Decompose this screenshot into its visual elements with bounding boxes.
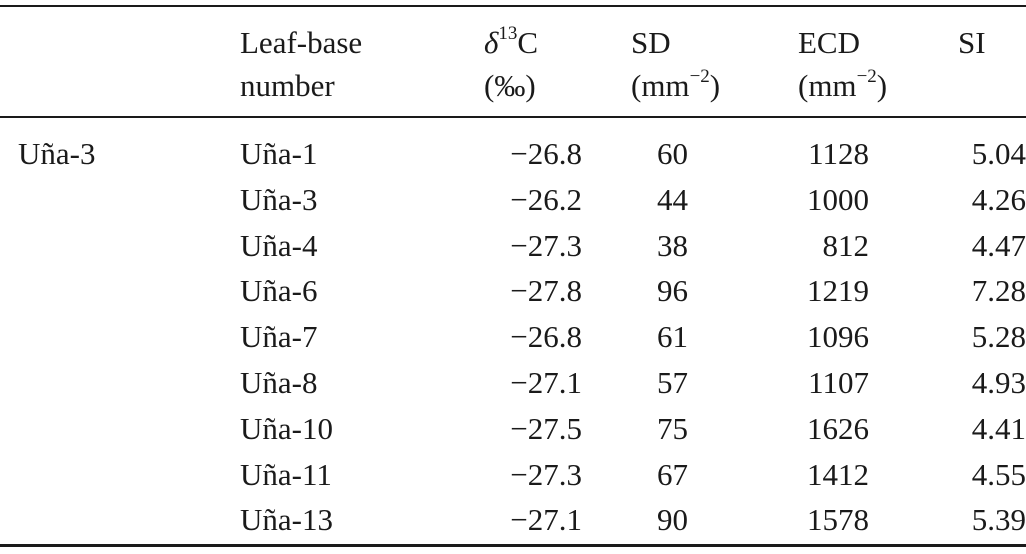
- bottom-rule: [0, 544, 1026, 547]
- si-cell: 4.26: [971, 182, 1026, 217]
- header-si: SI: [958, 25, 986, 60]
- sd-cell: 96: [657, 273, 688, 308]
- d13c-cell: −27.5: [510, 411, 582, 446]
- leaf-number-cell: Uña-8: [240, 365, 318, 400]
- header-leaf-base: Leaf-base: [240, 25, 363, 60]
- header-ecd: ECD: [798, 25, 860, 60]
- leaf-number-cell: Uña-7: [240, 319, 318, 354]
- top-rule: [0, 5, 1026, 7]
- si-cell: 5.28: [971, 319, 1026, 354]
- ecd-cell: 1412: [807, 457, 869, 492]
- leaf-number-cell: Uña-4: [240, 228, 318, 263]
- ecd-cell: 812: [822, 228, 870, 263]
- ecd-cell: 1128: [808, 136, 869, 171]
- si-cell: 7.28: [971, 273, 1026, 308]
- d13c-cell: −27.1: [510, 502, 582, 537]
- sd-cell: 61: [657, 319, 688, 354]
- leaf-number-cell: Uña-13: [240, 502, 333, 537]
- header-d13c: δ13C: [484, 22, 539, 61]
- sd-cell: 38: [657, 228, 688, 263]
- ecd-cell: 1107: [808, 365, 869, 400]
- header-sd-unit: (mm−2): [631, 65, 721, 103]
- d13c-cell: −26.8: [510, 136, 582, 171]
- header-d13c-unit: (‰): [484, 68, 536, 103]
- sd-cell: 90: [657, 502, 688, 537]
- d13c-cell: −27.8: [510, 273, 582, 308]
- sd-cell: 67: [657, 457, 688, 492]
- ecd-cell: 1578: [807, 502, 869, 537]
- d13c-cell: −27.3: [510, 457, 582, 492]
- si-cell: 5.04: [971, 136, 1026, 171]
- carbon-symbol: C: [517, 25, 539, 60]
- leaf-number-cell: Uña-6: [240, 273, 318, 308]
- ecd-cell: 1626: [807, 411, 869, 446]
- header-number: number: [240, 68, 335, 103]
- isotope-superscript: 13: [498, 22, 518, 44]
- d13c-cell: −26.2: [510, 182, 582, 217]
- ecd-cell: 1219: [807, 273, 869, 308]
- header-rule: [0, 116, 1026, 118]
- si-cell: 4.55: [971, 457, 1026, 492]
- ecd-cell: 1096: [807, 319, 869, 354]
- delta-symbol: δ: [484, 25, 499, 60]
- sd-cell: 57: [657, 365, 688, 400]
- si-cell: 5.39: [971, 502, 1026, 537]
- leaf-number-cell: Uña-1: [240, 136, 318, 171]
- group-label: Uña-3: [18, 136, 96, 171]
- header-sd: SD: [631, 25, 671, 60]
- leaf-number-cell: Uña-11: [240, 457, 332, 492]
- d13c-cell: −27.3: [510, 228, 582, 263]
- d13c-cell: −27.1: [510, 365, 582, 400]
- si-cell: 4.41: [971, 411, 1026, 446]
- si-cell: 4.47: [971, 228, 1026, 263]
- ecd-cell: 1000: [807, 182, 869, 217]
- sd-cell: 75: [657, 411, 688, 446]
- d13c-cell: −26.8: [510, 319, 582, 354]
- sd-cell: 44: [657, 182, 688, 217]
- leaf-number-cell: Uña-3: [240, 182, 318, 217]
- header-ecd-unit: (mm−2): [798, 65, 888, 103]
- si-cell: 4.93: [971, 365, 1026, 400]
- sd-cell: 60: [657, 136, 688, 171]
- leaf-number-cell: Uña-10: [240, 411, 333, 446]
